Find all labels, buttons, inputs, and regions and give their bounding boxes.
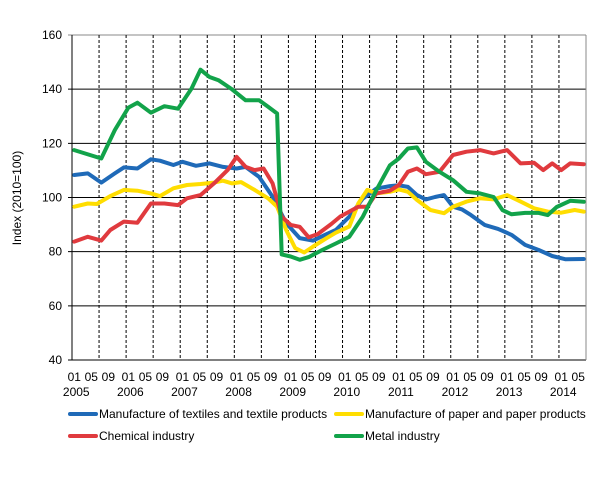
x-tick-label: 09 [480, 370, 494, 384]
x-tick-label: 01 [392, 370, 406, 384]
series-line [72, 148, 586, 244]
y-axis-label: Index (2010=100) [10, 151, 24, 245]
legend-label: Metal industry [365, 429, 440, 443]
y-tick-label: 120 [42, 136, 62, 150]
x-tick-label: 05 [85, 370, 99, 384]
x-tick-label: 05 [139, 370, 153, 384]
x-tick-label: 05 [409, 370, 423, 384]
x-tick-label: 09 [426, 370, 440, 384]
x-year-label: 2012 [442, 385, 469, 399]
x-tick-label: 01 [122, 370, 136, 384]
x-tick-label: 05 [355, 370, 369, 384]
legend-label: Manufacture of textiles and textile prod… [99, 407, 327, 421]
x-tick-label: 05 [463, 370, 477, 384]
x-tick-label: 05 [572, 370, 586, 384]
x-tick-label: 09 [264, 370, 278, 384]
y-tick-label: 40 [49, 353, 63, 367]
x-tick-label: 01 [446, 370, 460, 384]
series-line [72, 178, 586, 255]
x-tick-label: 09 [210, 370, 224, 384]
x-tick-label: 01 [500, 370, 514, 384]
legend-label: Manufacture of paper and paper products [365, 407, 586, 421]
x-year-label: 2005 [63, 385, 90, 399]
series-lines [72, 67, 586, 262]
x-year-label: 2013 [496, 385, 523, 399]
legend: Manufacture of textiles and textile prod… [68, 407, 586, 443]
x-tick-label: 09 [318, 370, 332, 384]
x-tick-label: 01 [284, 370, 298, 384]
x-year-label: 2011 [388, 385, 414, 399]
x-tick-label: 05 [301, 370, 315, 384]
x-year-label: 2010 [333, 385, 360, 399]
y-tick-label: 80 [49, 245, 63, 259]
y-tick-label: 140 [42, 82, 62, 96]
x-tick-label: 05 [247, 370, 261, 384]
x-year-label: 2007 [171, 385, 198, 399]
x-tick-label: 09 [534, 370, 548, 384]
x-year-label: 2006 [117, 385, 144, 399]
x-tick-label: 01 [176, 370, 190, 384]
series-line [72, 67, 586, 262]
x-tick-label: 05 [193, 370, 207, 384]
x-year-label: 2009 [279, 385, 306, 399]
x-tick-label: 01 [68, 370, 82, 384]
y-tick-label: 100 [42, 191, 62, 205]
x-tick-label: 01 [230, 370, 244, 384]
y-tick-label: 160 [42, 28, 62, 42]
x-year-label: 2008 [225, 385, 252, 399]
legend-label: Chemical industry [99, 429, 194, 443]
x-tick-label: 09 [156, 370, 170, 384]
x-tick-label: 09 [102, 370, 116, 384]
y-axis: 40 60 80 100 120 140 160 [42, 28, 62, 367]
series-line [72, 157, 586, 262]
x-tick-label: 09 [372, 370, 386, 384]
x-tick-label: 01 [338, 370, 352, 384]
y-tick-label: 60 [49, 299, 63, 313]
x-year-label: 2014 [550, 385, 577, 399]
x-tick-label: 01 [555, 370, 569, 384]
x-tick-label: 05 [517, 370, 531, 384]
